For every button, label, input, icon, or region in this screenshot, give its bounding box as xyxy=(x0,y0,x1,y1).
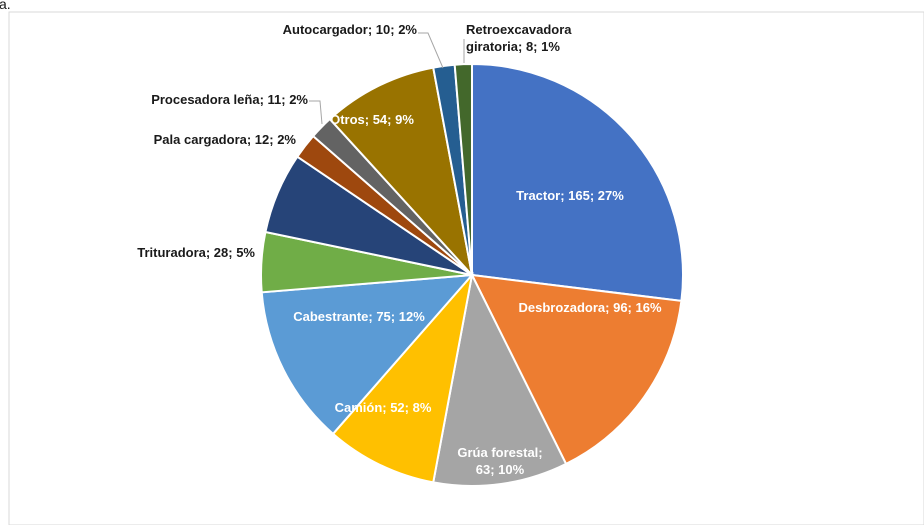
pie-slice-grua-forestal xyxy=(432,271,568,487)
data-label-line: giratoria; 8; 1% xyxy=(466,39,560,54)
data-label-line: Pala cargadora; 12; 2% xyxy=(154,132,297,147)
data-label-tractor: Tractor; 165; 27% xyxy=(516,188,624,203)
data-label-line: Otros; 54; 9% xyxy=(330,112,414,127)
data-label-procesadora-lena: Procesadora leña; 11; 2% xyxy=(151,92,308,107)
data-label-line: Camión; 52; 8% xyxy=(335,400,432,415)
data-label-group: Tractor; 165; 27% Desbrozadora; 96; 16% Gr… xyxy=(137,22,662,477)
page-corner-text: a. xyxy=(0,0,11,12)
pie-slice-tractor xyxy=(471,62,684,303)
data-label-trituradora: Trituradora; 28; 5% xyxy=(137,245,255,260)
data-label-line: Retroexcavadora xyxy=(466,22,572,37)
data-label-cabestrante: Cabestrante; 75; 12% xyxy=(293,309,425,324)
data-label-line: 63; 10% xyxy=(476,462,525,477)
data-label-line: Desbrozadora; 96; 16% xyxy=(518,300,661,315)
leader-line-procesadora-lena xyxy=(309,100,323,125)
data-label-line: Grúa forestal; xyxy=(457,445,542,460)
slice-group xyxy=(260,62,684,487)
data-label-otros: Otros; 54; 9% xyxy=(330,112,414,127)
leader-line-group xyxy=(309,32,465,125)
data-label-camion: Camión; 52; 8% xyxy=(335,400,432,415)
data-label-retroexcavadora-giratoria: Retroexcavadora giratoria; 8; 1% xyxy=(466,22,572,54)
pie-slice-camion xyxy=(331,271,474,484)
leader-line-autocargador xyxy=(418,32,444,69)
data-label-line: Tractor; 165; 27% xyxy=(516,188,624,203)
pie-slice-desbrozadora xyxy=(470,273,683,466)
data-label-desbrozadora: Desbrozadora; 96; 16% xyxy=(518,300,661,315)
data-label-autocargador: Autocargador; 10; 2% xyxy=(283,22,418,37)
pie-slice-retroexcavadora-giratoria xyxy=(453,62,473,276)
pie-slice-otros xyxy=(328,66,474,279)
data-label-line: Autocargador; 10; 2% xyxy=(283,22,418,37)
data-label-pala-cargadora: Pala cargadora; 12; 2% xyxy=(154,132,297,147)
data-label-grua-forestal: Grúa forestal; 63; 10% xyxy=(457,445,542,477)
data-label-line: Procesadora leña; 11; 2% xyxy=(151,92,308,107)
data-label-line: Trituradora; 28; 5% xyxy=(137,245,255,260)
pie-slice-cabestrante xyxy=(260,273,475,436)
data-label-line: Cabestrante; 75; 12% xyxy=(293,309,425,324)
